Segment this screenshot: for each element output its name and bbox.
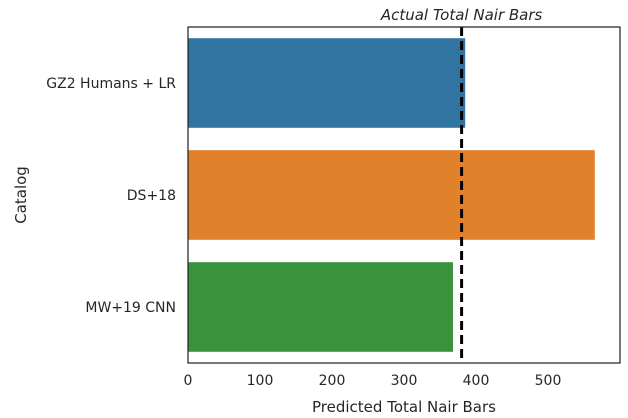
x-tick-label: 100 [247, 373, 274, 389]
y-axis-label: Catalog [12, 166, 30, 224]
bar-0 [188, 38, 466, 128]
x-tick-label: 500 [535, 373, 562, 389]
y-tick-labels: GZ2 Humans + LR DS+18 MW+19 CNN [46, 76, 176, 316]
reference-line-label: Actual Total Nair Bars [380, 6, 543, 24]
bar-2 [188, 262, 453, 352]
x-axis-label: Predicted Total Nair Bars [312, 398, 496, 416]
x-tick-label: 400 [463, 373, 490, 389]
bars-group [188, 38, 595, 352]
x-tick-label: 200 [319, 373, 346, 389]
y-tick-label: DS+18 [127, 188, 176, 204]
y-tick-label: MW+19 CNN [85, 300, 176, 316]
x-tick-label: 300 [391, 373, 418, 389]
y-tick-label: GZ2 Humans + LR [46, 76, 176, 92]
x-tick-label: 0 [184, 373, 193, 389]
plot-frame [187, 26, 621, 364]
bar-1 [188, 150, 595, 240]
x-tick-labels: 0 100 200 300 400 500 [184, 373, 562, 389]
